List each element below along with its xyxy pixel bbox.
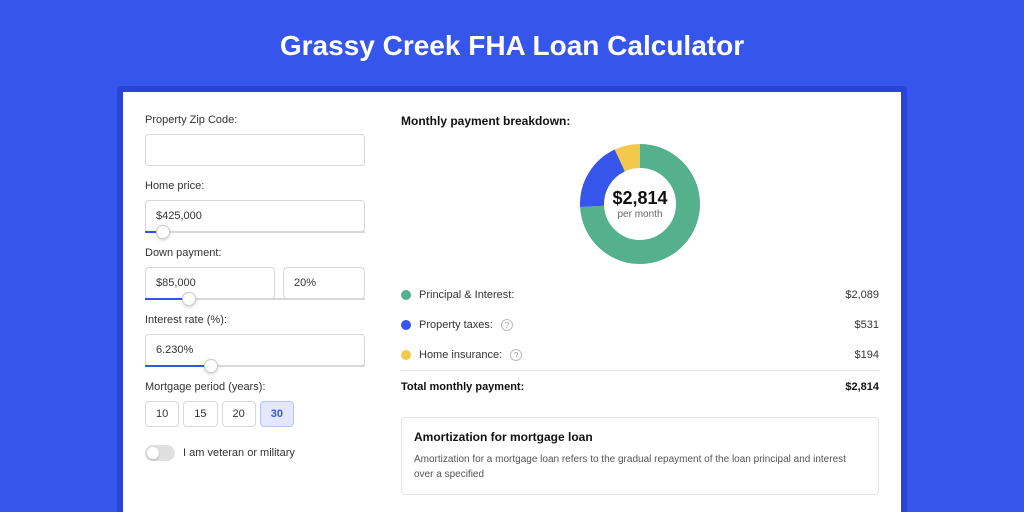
rate-input[interactable] [145, 334, 365, 366]
price-slider[interactable] [145, 231, 365, 233]
veteran-toggle[interactable] [145, 445, 175, 461]
down-field: Down payment: [145, 247, 365, 300]
price-label: Home price: [145, 180, 365, 192]
legend-dot [401, 290, 411, 300]
calculator-card: Property Zip Code: Home price: Down paym… [123, 92, 901, 512]
amortization-box: Amortization for mortgage loan Amortizat… [401, 417, 879, 495]
price-field: Home price: [145, 180, 365, 233]
legend-dot [401, 320, 411, 330]
down-pct-input[interactable] [283, 267, 365, 299]
donut-sub: per month [617, 209, 662, 220]
price-input[interactable] [145, 200, 365, 232]
amortization-text: Amortization for a mortgage loan refers … [414, 452, 866, 482]
period-button-10[interactable]: 10 [145, 401, 179, 427]
breakdown-value: $194 [855, 349, 879, 361]
breakdown-rows: Principal & Interest: $2,089 Property taxe… [401, 280, 879, 370]
down-slider[interactable] [145, 298, 365, 300]
breakdown-value: $531 [855, 319, 879, 331]
zip-field: Property Zip Code: [145, 114, 365, 166]
amortization-title: Amortization for mortgage loan [414, 430, 866, 444]
rate-slider[interactable] [145, 365, 365, 367]
breakdown-row: Property taxes:? $531 [401, 310, 879, 340]
help-icon[interactable]: ? [510, 349, 522, 361]
period-button-30[interactable]: 30 [260, 401, 294, 427]
period-button-20[interactable]: 20 [222, 401, 256, 427]
payment-donut-chart: $2,814 per month [576, 140, 704, 268]
donut-amount: $2,814 [612, 188, 667, 209]
breakdown-row: Home insurance:? $194 [401, 340, 879, 370]
total-row: Total monthly payment: $2,814 [401, 370, 879, 403]
period-buttons: 10152030 [145, 401, 365, 427]
page-title: Grassy Creek FHA Loan Calculator [0, 30, 1024, 62]
legend-dot [401, 350, 411, 360]
donut-container: $2,814 per month [401, 132, 879, 280]
help-icon[interactable]: ? [501, 319, 513, 331]
rate-label: Interest rate (%): [145, 314, 365, 326]
page-background: Grassy Creek FHA Loan Calculator Propert… [0, 0, 1024, 512]
total-value: $2,814 [845, 381, 879, 393]
zip-input[interactable] [145, 134, 365, 166]
donut-center: $2,814 per month [576, 140, 704, 268]
results-panel: Monthly payment breakdown: $2,814 per mo… [383, 92, 901, 512]
period-button-15[interactable]: 15 [183, 401, 217, 427]
veteran-row: I am veteran or military [145, 445, 365, 461]
total-label: Total monthly payment: [401, 381, 524, 393]
toggle-knob [147, 447, 159, 459]
veteran-label: I am veteran or military [183, 447, 295, 459]
breakdown-row: Principal & Interest: $2,089 [401, 280, 879, 310]
card-shadow: Property Zip Code: Home price: Down paym… [117, 86, 907, 512]
breakdown-label: Property taxes: [419, 319, 493, 331]
down-amount-input[interactable] [145, 267, 275, 299]
form-panel: Property Zip Code: Home price: Down paym… [123, 92, 383, 512]
zip-label: Property Zip Code: [145, 114, 365, 126]
breakdown-title: Monthly payment breakdown: [401, 114, 879, 128]
breakdown-label: Home insurance: [419, 349, 502, 361]
rate-field: Interest rate (%): [145, 314, 365, 367]
down-label: Down payment: [145, 247, 365, 259]
breakdown-value: $2,089 [845, 289, 879, 301]
period-label: Mortgage period (years): [145, 381, 365, 393]
period-field: Mortgage period (years): 10152030 [145, 381, 365, 427]
breakdown-label: Principal & Interest: [419, 289, 514, 301]
